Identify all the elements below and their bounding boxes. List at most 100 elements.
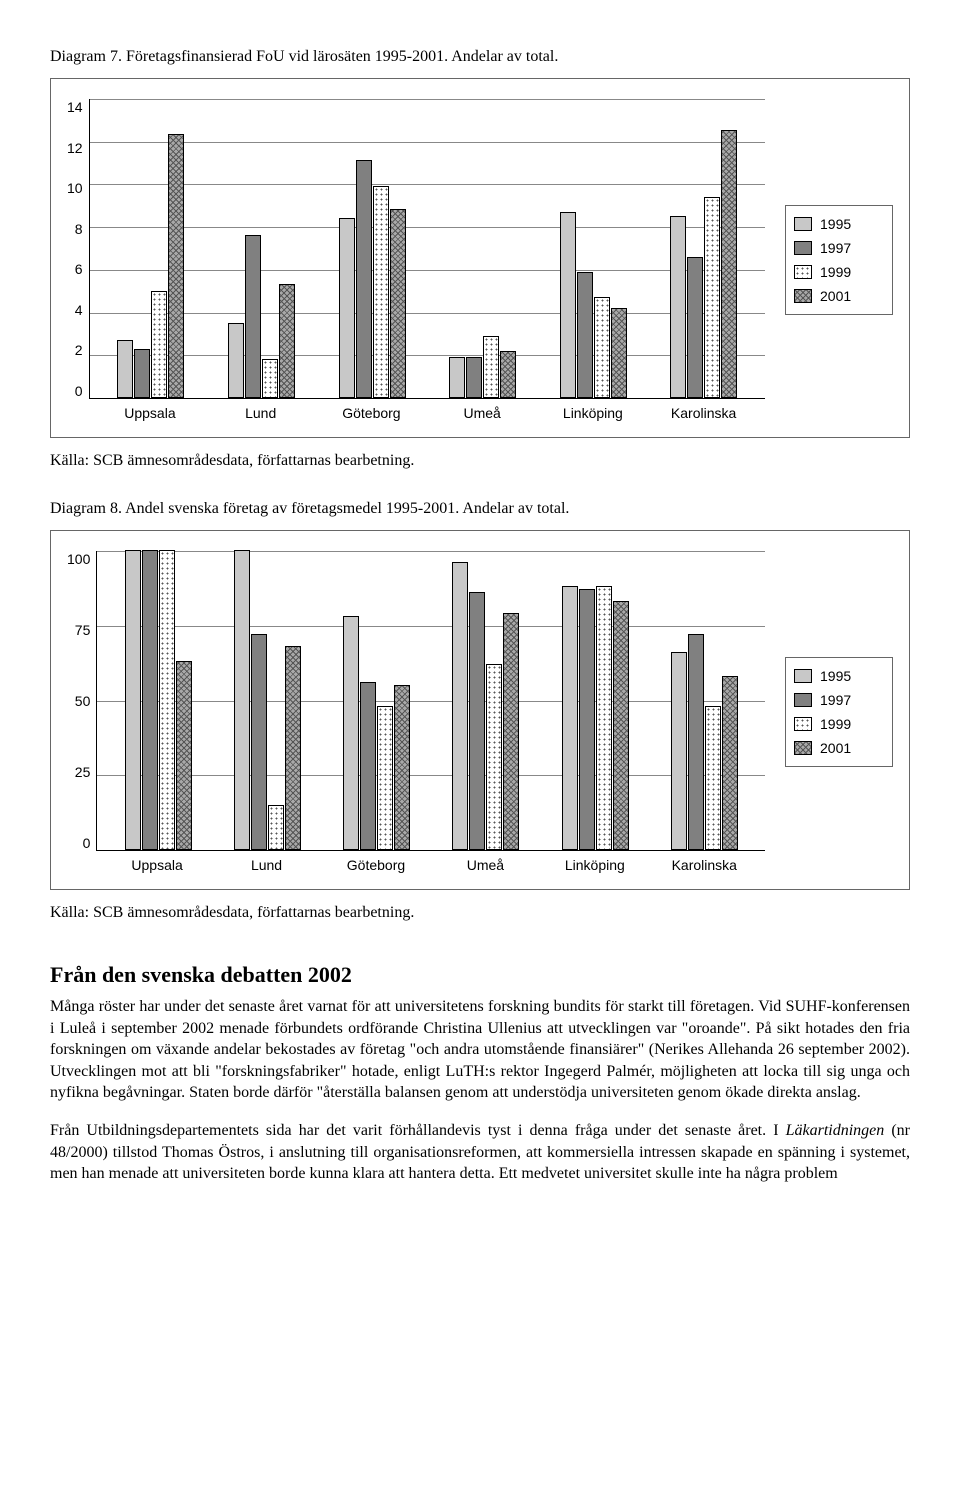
bar	[613, 601, 629, 850]
bar	[503, 613, 519, 850]
bar	[356, 160, 372, 398]
bar-group	[206, 235, 317, 398]
bar	[721, 130, 737, 398]
bar	[360, 682, 376, 850]
diagram8-plot-area	[96, 551, 765, 851]
bar	[594, 297, 610, 398]
y-tick-label: 100	[67, 551, 90, 567]
bar	[469, 592, 485, 850]
legend-item: 1997	[794, 692, 884, 708]
bar	[159, 550, 175, 850]
bar-group	[427, 336, 538, 398]
bar-group	[431, 562, 540, 850]
legend-item: 1997	[794, 240, 884, 256]
x-tick-label: Karolinska	[648, 405, 759, 421]
bar-group	[648, 130, 759, 398]
diagram8-title: Diagram 8. Andel svenska företag av före…	[50, 500, 910, 518]
bar	[245, 235, 261, 398]
x-tick-label: Linköping	[540, 857, 649, 873]
legend-swatch	[794, 717, 812, 731]
bar-group	[538, 212, 649, 398]
legend-item: 1999	[794, 264, 884, 280]
legend-swatch	[794, 265, 812, 279]
y-tick-label: 2	[75, 342, 83, 358]
legend-swatch	[794, 669, 812, 683]
bar	[704, 197, 720, 398]
y-tick-label: 8	[75, 221, 83, 237]
y-tick-label: 12	[67, 140, 83, 156]
y-tick-label: 75	[75, 622, 91, 638]
legend-label: 1999	[820, 264, 851, 280]
bar	[596, 586, 612, 850]
y-tick-label: 6	[75, 261, 83, 277]
y-tick-label: 10	[67, 180, 83, 196]
bar	[722, 676, 738, 850]
bar	[151, 291, 167, 398]
bar	[486, 664, 502, 850]
bar	[705, 706, 721, 850]
bar	[687, 257, 703, 398]
para2-pre: Från Utbildningsdepartementets sida har …	[50, 1122, 786, 1139]
bar	[176, 661, 192, 850]
legend-item: 2001	[794, 740, 884, 756]
x-tick-label: Göteborg	[316, 405, 427, 421]
bar	[670, 216, 686, 398]
legend-item: 2001	[794, 288, 884, 304]
diagram8-legend: 1995 1997 1999 2001	[785, 657, 893, 767]
bar	[377, 706, 393, 850]
bar	[483, 336, 499, 398]
bar-group	[322, 616, 431, 850]
bar	[452, 562, 468, 850]
y-tick-label: 25	[75, 764, 91, 780]
legend-item: 1999	[794, 716, 884, 732]
x-tick-label: Umeå	[427, 405, 538, 421]
y-tick-label: 0	[75, 383, 83, 399]
x-tick-label: Uppsala	[102, 857, 211, 873]
bar-group	[96, 134, 207, 398]
diagram7-legend: 1995 1997 1999 2001	[785, 205, 893, 315]
bar-group	[317, 160, 428, 398]
bar	[394, 685, 410, 850]
x-tick-label: Lund	[212, 857, 321, 873]
diagram7-x-axis: UppsalaLundGöteborgUmeåLinköpingKarolins…	[89, 399, 765, 421]
legend-item: 1995	[794, 216, 884, 232]
legend-label: 1997	[820, 692, 851, 708]
para2-italic: Läkartidningen	[786, 1122, 885, 1139]
diagram7-title: Diagram 7. Företagsfinansierad FoU vid l…	[50, 48, 910, 66]
y-tick-label: 50	[75, 693, 91, 709]
legend-label: 1999	[820, 716, 851, 732]
x-tick-label: Uppsala	[95, 405, 206, 421]
legend-swatch	[794, 741, 812, 755]
diagram8-y-axis: 1007550250	[67, 551, 96, 851]
diagram7-plot-area	[89, 99, 765, 399]
bar	[117, 340, 133, 398]
bar	[339, 218, 355, 398]
bar	[125, 550, 141, 850]
bar	[611, 308, 627, 398]
legend-label: 1997	[820, 240, 851, 256]
diagram8-source: Källa: SCB ämnesområdesdata, författarna…	[50, 904, 910, 922]
bar-group	[103, 550, 212, 850]
x-tick-label: Göteborg	[321, 857, 430, 873]
x-tick-label: Linköping	[538, 405, 649, 421]
bar	[134, 349, 150, 398]
bar	[449, 357, 465, 398]
legend-swatch	[794, 693, 812, 707]
legend-swatch	[794, 241, 812, 255]
legend-swatch	[794, 289, 812, 303]
legend-label: 2001	[820, 288, 851, 304]
paragraph-1: Många röster har under det senaste året …	[50, 996, 910, 1104]
legend-label: 1995	[820, 216, 851, 232]
diagram7-chart: 14121086420 UppsalaLundGöteborgUmeåLinkö…	[50, 78, 910, 438]
bar	[279, 284, 295, 398]
bar	[577, 272, 593, 398]
legend-item: 1995	[794, 668, 884, 684]
legend-swatch	[794, 217, 812, 231]
diagram8-chart: 1007550250 UppsalaLundGöteborgUmeåLinköp…	[50, 530, 910, 890]
bar	[562, 586, 578, 850]
bar	[343, 616, 359, 850]
bar-group	[540, 586, 649, 850]
x-tick-label: Karolinska	[650, 857, 759, 873]
bar	[228, 323, 244, 398]
y-tick-label: 14	[67, 99, 83, 115]
